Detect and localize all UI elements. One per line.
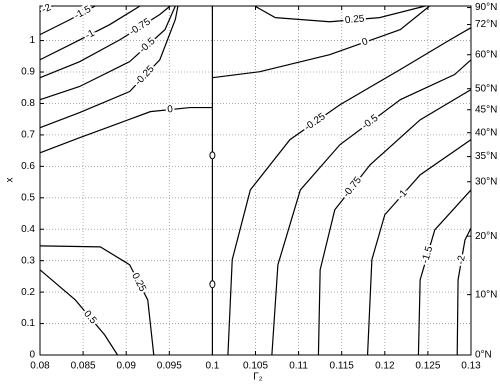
y-tick-label: 0.4	[21, 224, 35, 235]
contour-marker	[209, 280, 216, 289]
y-tick-label: 0.9	[21, 67, 35, 78]
y2-tick-label: 45°N	[475, 104, 497, 115]
y2-tick-label: 10°N	[475, 289, 497, 300]
y-tick-label: 0.8	[21, 98, 35, 109]
contour-line	[39, 5, 176, 101]
y2-tick-label: 30°N	[475, 176, 497, 187]
y-tick-label: 0	[29, 350, 35, 361]
y-axis-label: x	[5, 178, 16, 183]
x-tick-label: 0.095	[157, 361, 182, 372]
contour-line	[39, 106, 213, 154]
contour-line	[39, 5, 171, 79]
contour-line	[456, 227, 472, 356]
x-tick-label: 0.115	[330, 361, 355, 372]
y2-tick-label: 72°N	[475, 19, 497, 30]
x-tick-label: 0.1	[205, 361, 219, 372]
y-tick-label: 0.1	[21, 318, 35, 329]
contour-line	[227, 27, 472, 356]
contour-line	[271, 59, 472, 356]
x-tick-label: 0.11	[289, 361, 308, 372]
x-tick-label: 0.125	[415, 361, 440, 372]
y2-tick-label: 0°N	[475, 350, 492, 361]
contour-line	[39, 245, 155, 356]
contour-line	[39, 5, 54, 13]
contour-line	[254, 5, 426, 23]
y2-tick-label: 50°N	[475, 83, 497, 94]
x-tick-label: 0.13	[461, 361, 481, 372]
contour-line	[212, 5, 431, 79]
x-tick-label: 0.12	[375, 361, 395, 372]
y-tick-label: 0.6	[21, 161, 35, 172]
contour-line	[39, 269, 119, 356]
x-tick-label: 0.085	[71, 361, 96, 372]
x-axis-label: Γ₂	[253, 372, 263, 383]
contour-line	[39, 5, 141, 61]
y2-tick-label: 20°N	[475, 231, 497, 242]
y-tick-label: 1	[29, 35, 35, 46]
contour-line	[39, 5, 179, 129]
y2-tick-label: 60°N	[475, 49, 497, 60]
contour-label: 0	[167, 104, 174, 116]
y-tick-label: 0.3	[21, 255, 35, 266]
y-tick-label: 0.7	[21, 130, 35, 141]
x-tick-label: 0.08	[30, 361, 50, 372]
y-tick-label: 0.5	[21, 192, 35, 203]
y-tick-label: 0.2	[21, 287, 35, 298]
contour-line	[417, 189, 472, 356]
contour-line	[39, 5, 96, 36]
y2-tick-label: 35°N	[475, 151, 497, 162]
contour-line	[366, 139, 472, 356]
contour-marker	[209, 151, 216, 160]
x-tick-label: 0.09	[116, 361, 136, 372]
y2-tick-label: 90°N	[475, 2, 497, 13]
y2-tick-label: 40°N	[475, 127, 497, 138]
contour-line	[317, 89, 472, 356]
contour-label: 0.25	[344, 14, 365, 27]
x-tick-label: 0.105	[243, 361, 268, 372]
